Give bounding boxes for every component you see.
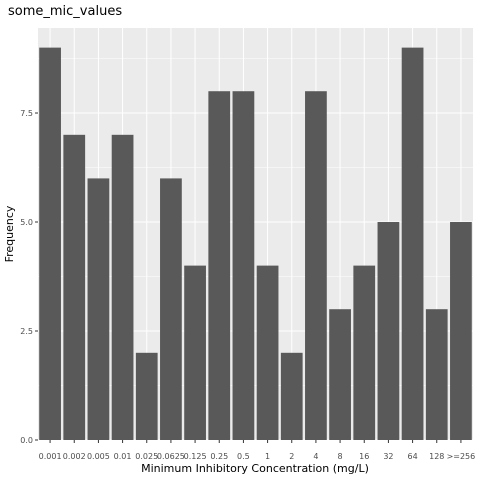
bar xyxy=(280,352,303,440)
bar xyxy=(353,265,376,440)
plot-panel xyxy=(38,28,473,440)
bar xyxy=(377,222,400,440)
bar xyxy=(305,91,327,441)
y-axis: 0.0 2.5 5.0 7.5 xyxy=(20,109,38,445)
x-tick-label: 0.025 xyxy=(135,452,158,461)
x-tick-label: >=256 xyxy=(447,452,476,461)
bar xyxy=(135,352,158,440)
x-tick-label: 0.125 xyxy=(184,452,207,461)
x-tick-label: 16 xyxy=(359,452,369,461)
bar xyxy=(256,265,279,440)
x-tick-label: 8 xyxy=(338,452,343,461)
x-tick-label: 2 xyxy=(289,452,294,461)
y-tick-label: 7.5 xyxy=(20,109,33,118)
bar xyxy=(184,265,206,440)
x-tick-label: 0.01 xyxy=(114,452,132,461)
chart-title: some_mic_values xyxy=(8,4,122,19)
bar xyxy=(232,91,255,441)
bar xyxy=(401,47,424,440)
bar xyxy=(450,222,472,440)
bar xyxy=(160,178,182,440)
bar xyxy=(111,134,134,440)
y-tick-label: 5.0 xyxy=(20,218,33,227)
x-tick-label: 128 xyxy=(429,452,444,461)
x-axis-title: Minimum Inhibitory Concentration (mg/L) xyxy=(141,462,369,475)
x-tick-label: 0.002 xyxy=(63,452,86,461)
x-tick-label: 0.5 xyxy=(237,452,250,461)
bar xyxy=(63,134,86,440)
bar xyxy=(39,47,61,440)
x-tick-label: 0.0625 xyxy=(157,452,185,461)
x-tick-label: 0.001 xyxy=(39,452,62,461)
x-tick-label: 32 xyxy=(383,452,393,461)
bar xyxy=(87,178,110,440)
bar xyxy=(425,309,448,440)
x-tick-label: 1 xyxy=(265,452,270,461)
y-tick-label: 0.0 xyxy=(20,436,33,445)
bars xyxy=(39,47,472,441)
y-tick-label: 2.5 xyxy=(20,327,33,336)
minor-gridlines xyxy=(38,58,473,386)
x-tick-label: 0.25 xyxy=(210,452,228,461)
x-tick-label: 4 xyxy=(313,452,318,461)
y-axis-title: Frequency xyxy=(3,205,16,262)
bar xyxy=(329,309,351,440)
bar xyxy=(208,91,231,441)
x-tick-label: 64 xyxy=(407,452,417,461)
x-tick-label: 0.005 xyxy=(87,452,110,461)
